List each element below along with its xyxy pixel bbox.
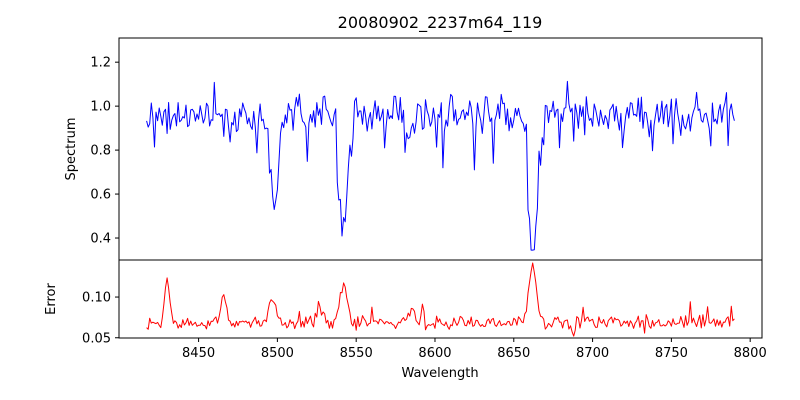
x-axis-label: Wavelength xyxy=(401,366,478,381)
error-y-axis-label: Error xyxy=(44,283,59,315)
y-tick-label: 0.4 xyxy=(90,232,111,247)
x-tick-label: 8750 xyxy=(655,346,688,361)
x-tick-label: 8800 xyxy=(734,346,767,361)
chart-title: 20080902_2237m64_119 xyxy=(338,13,543,33)
x-tick-label: 8700 xyxy=(576,346,609,361)
error-panel-frame xyxy=(118,259,763,339)
y-tick-label: 0.8 xyxy=(90,144,111,159)
plot-area: 0.4 0.6 0.8 1.0 1.2 0.05 0.10 8450 8500 8550 8600 8… xyxy=(82,37,767,361)
y-tick-label: 1.2 xyxy=(90,56,111,71)
y-tick-label: 0.05 xyxy=(82,331,111,346)
x-tick-label: 8550 xyxy=(340,346,373,361)
spectrum-line xyxy=(146,80,735,251)
y-tick-label: 0.10 xyxy=(82,291,111,306)
x-tick-label: 8600 xyxy=(418,346,451,361)
spectrum-panel-frame xyxy=(118,37,763,261)
spectrum-y-axis-label: Spectrum xyxy=(64,118,79,181)
x-tick-label: 8500 xyxy=(261,346,294,361)
x-tick-label: 8450 xyxy=(182,346,215,361)
error-line xyxy=(146,262,735,337)
y-tick-label: 0.6 xyxy=(90,188,111,203)
y-tick-label: 1.0 xyxy=(90,100,111,115)
x-tick-label: 8650 xyxy=(497,346,530,361)
